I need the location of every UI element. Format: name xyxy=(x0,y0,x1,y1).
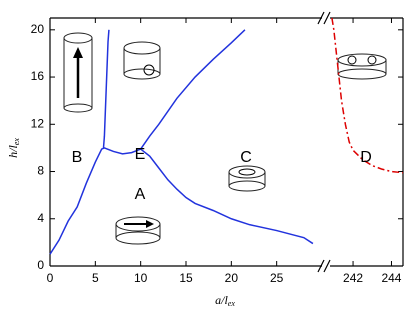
axis-break xyxy=(323,259,331,273)
axis-break xyxy=(317,259,325,273)
icon-c-disk xyxy=(228,165,266,192)
data-line xyxy=(331,17,404,174)
y-axis-label: h/lex xyxy=(6,138,21,158)
x-tick-label: 25 xyxy=(270,271,284,285)
icon-tall-cylinder xyxy=(63,32,93,113)
region-label: D xyxy=(360,149,372,166)
x-tick-label: 5 xyxy=(92,271,99,285)
region-label: E xyxy=(135,146,146,163)
y-tick-label: 8 xyxy=(37,164,44,178)
x-tick-label: 0 xyxy=(47,271,54,285)
region-label: A xyxy=(135,186,146,203)
x-tick-label: 15 xyxy=(179,271,193,285)
x-tick-label: 244 xyxy=(381,271,401,285)
icon-double-vortex xyxy=(337,53,387,80)
x-axis-label: a/lex xyxy=(215,293,235,308)
y-tick-label: 20 xyxy=(31,22,45,36)
y-tick-label: 16 xyxy=(31,69,45,83)
data-line xyxy=(49,147,314,255)
icon-vortex-cylinder xyxy=(123,41,161,80)
axis-break xyxy=(317,11,325,25)
y-tick-label: 0 xyxy=(37,258,44,272)
x-tick-label: 10 xyxy=(134,271,148,285)
y-tick-label: 4 xyxy=(37,211,44,225)
x-tick-label: 20 xyxy=(225,271,239,285)
region-label: B xyxy=(72,149,83,166)
data-line xyxy=(140,29,246,150)
region-label: C xyxy=(240,149,252,166)
x-tick-label: 242 xyxy=(343,271,363,285)
y-tick-label: 12 xyxy=(31,116,45,130)
axis-break xyxy=(323,11,331,25)
data-line xyxy=(102,29,110,148)
icon-a-disk xyxy=(115,216,161,245)
